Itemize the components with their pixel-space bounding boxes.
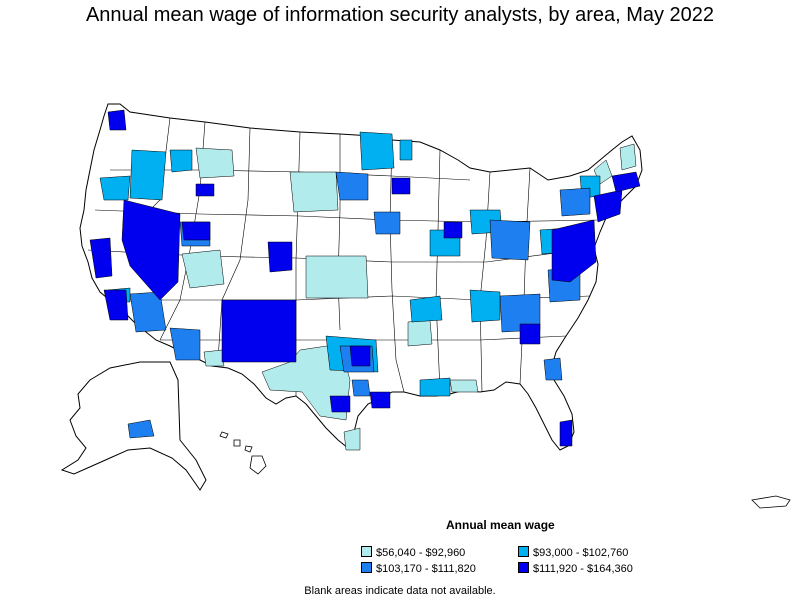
legend-item-tier-2: $93,000 - $102,760 xyxy=(518,546,628,559)
legend-item-tier-4: $111,920 - $164,360 xyxy=(518,562,633,575)
map-title: Annual mean wage of information security… xyxy=(85,4,715,26)
legend-item-tier-3: $103,170 - $111,820 xyxy=(361,562,476,575)
areas-tier-1 xyxy=(181,143,637,451)
legend-label: $93,000 - $102,760 xyxy=(533,547,629,559)
legend-label: $111,920 - $164,360 xyxy=(533,563,633,575)
areas-tier-4 xyxy=(89,109,641,447)
legend-label: $103,170 - $111,820 xyxy=(376,563,476,575)
legend-swatch xyxy=(361,562,372,573)
legend-swatch xyxy=(518,546,529,557)
legend-title: Annual mean wage xyxy=(446,518,555,532)
legend-swatch xyxy=(518,562,529,573)
hawaii-islands xyxy=(219,431,267,475)
legend-label: $56,040 - $92,960 xyxy=(376,547,466,559)
footnote: Blank areas indicate data not available. xyxy=(304,585,496,597)
puerto-rico-outline xyxy=(751,495,791,509)
legend-swatch xyxy=(361,546,372,557)
legend-item-tier-1: $56,040 - $92,960 xyxy=(361,546,465,559)
